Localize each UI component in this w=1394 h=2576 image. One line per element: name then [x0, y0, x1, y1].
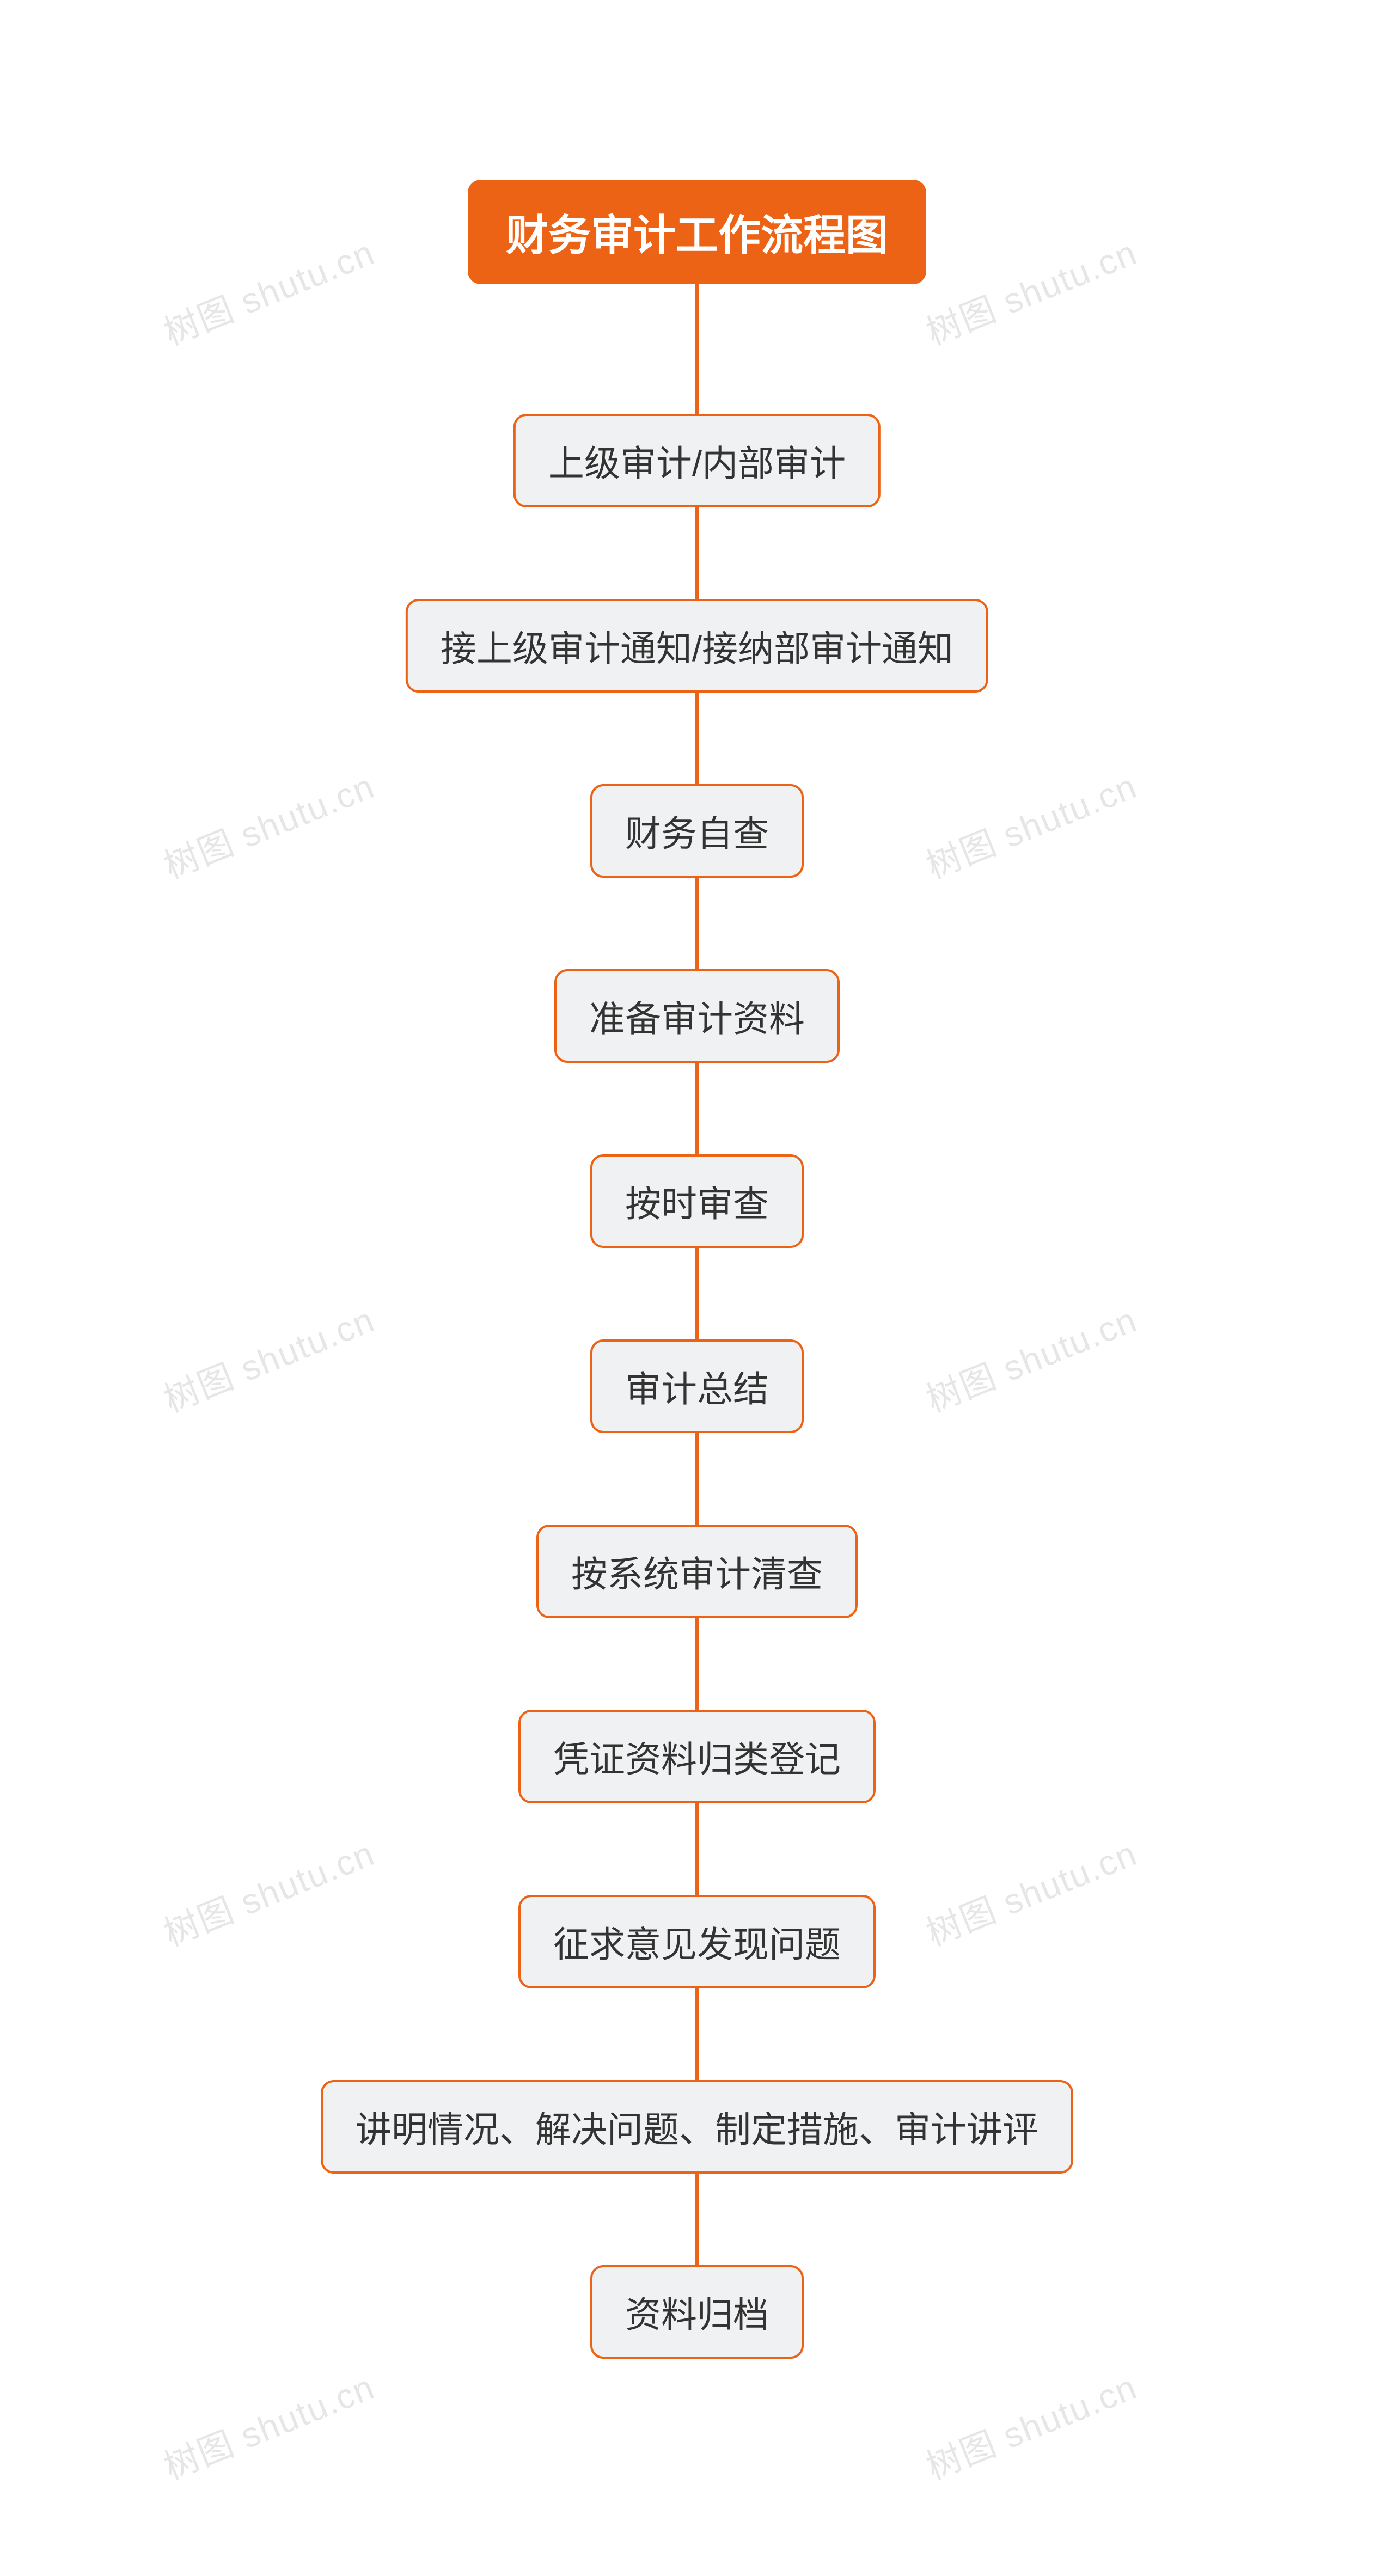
flow-connector — [695, 1050, 699, 1154]
flow-connector — [695, 865, 699, 969]
flow-connector — [695, 494, 699, 599]
flow-step-node: 上级审计/内部审计 — [513, 414, 881, 507]
flow-step-node: 审计总结 — [590, 1339, 804, 1433]
flow-connector — [695, 1420, 699, 1525]
flow-connector — [695, 1605, 699, 1710]
flow-step-node: 准备审计资料 — [554, 969, 840, 1063]
flowchart-canvas: 树图 shutu.cn 树图 shutu.cn 树图 shutu.cn 树图 s… — [0, 0, 1394, 2576]
flow-step-node: 征求意见发现问题 — [518, 1895, 876, 1988]
flow-title-node: 财务审计工作流程图 — [468, 180, 926, 284]
watermark: 树图 shutu.cn — [918, 225, 1144, 355]
watermark: 树图 shutu.cn — [156, 1826, 381, 1956]
watermark: 树图 shutu.cn — [156, 758, 381, 889]
flow-step-node: 财务自查 — [590, 784, 804, 878]
flow-step-node: 讲明情况、解决问题、制定措施、审计讲评 — [321, 2080, 1073, 2174]
watermark: 树图 shutu.cn — [156, 225, 381, 355]
flow-connector — [695, 1790, 699, 1895]
watermark: 树图 shutu.cn — [156, 1292, 381, 1422]
watermark: 树图 shutu.cn — [918, 1826, 1144, 1956]
flow-step-node: 凭证资料归类登记 — [518, 1710, 876, 1803]
flow-connector — [695, 272, 699, 414]
flow-step-node: 按时审查 — [590, 1154, 804, 1248]
flow-connector — [695, 1235, 699, 1339]
flow-step-node: 接上级审计通知/接纳部审计通知 — [406, 599, 988, 693]
watermark: 树图 shutu.cn — [156, 2359, 381, 2489]
flow-connector — [695, 1975, 699, 2080]
watermark: 树图 shutu.cn — [918, 758, 1144, 889]
watermark: 树图 shutu.cn — [918, 1292, 1144, 1422]
flow-connector — [695, 2161, 699, 2265]
flow-step-node: 按系统审计清查 — [536, 1525, 858, 1618]
flow-connector — [695, 680, 699, 784]
flow-step-node: 资料归档 — [590, 2265, 804, 2359]
watermark: 树图 shutu.cn — [918, 2359, 1144, 2489]
